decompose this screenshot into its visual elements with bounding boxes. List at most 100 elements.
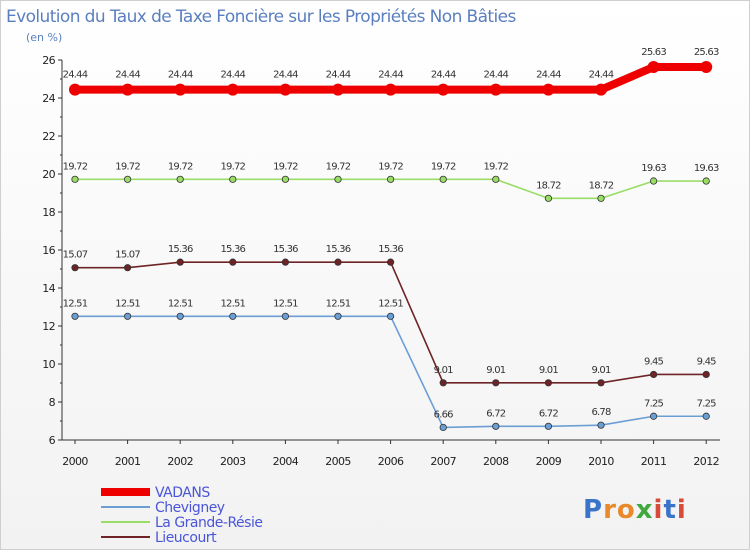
data-label-chevigney-2003: 12.51: [220, 298, 245, 309]
data-point-la-grande-resie-2005: [334, 175, 342, 183]
data-label-la-grande-resie-2012: 19.63: [694, 163, 719, 174]
data-label-lieucourt-2006: 15.36: [378, 244, 403, 255]
data-label-vadans-2006: 24.44: [378, 70, 403, 81]
data-label-lieucourt-2005: 15.36: [326, 244, 351, 255]
data-point-lieucourt-2009: [544, 379, 553, 387]
data-label-lieucourt-2008: 9.01: [486, 365, 506, 376]
data-point-vadans-2001: [121, 83, 134, 96]
x-tick-label-2011: 2011: [641, 455, 667, 468]
y-tick-label-10: 10: [42, 358, 55, 371]
data-point-vadans-2003: [226, 83, 239, 96]
data-label-lieucourt-2010: 9.01: [591, 365, 611, 376]
data-label-la-grande-resie-2010: 18.72: [589, 180, 614, 191]
data-point-chevigney-2006: [386, 312, 395, 320]
data-point-la-grande-resie-2010: [597, 194, 605, 202]
data-point-la-grande-resie-2003: [229, 175, 237, 183]
y-axis-unit-label: (en %): [26, 31, 62, 44]
data-point-lieucourt-2003: [229, 258, 237, 266]
series-chevigney: 12.51 12.51 12.51 12.51 12.51 12.51 12.51 6.66 6…: [63, 298, 717, 432]
data-point-la-grande-resie-2007: [439, 175, 447, 183]
data-point-lieucourt-2007: [439, 379, 447, 387]
data-label-vadans-2010: 24.44: [589, 70, 614, 81]
data-label-vadans-2012: 25.63: [694, 47, 719, 58]
data-point-chevigney-2000: [71, 312, 79, 320]
data-label-lieucourt-2011: 9.45: [644, 356, 664, 367]
data-label-la-grande-resie-2002: 19.72: [168, 161, 193, 172]
data-point-lieucourt-2008: [492, 379, 500, 387]
data-label-chevigney-2000: 12.51: [63, 298, 88, 309]
data-label-la-grande-resie-2004: 19.72: [273, 161, 298, 172]
data-point-chevigney-2001: [124, 312, 132, 320]
data-point-vadans-2009: [542, 83, 555, 96]
proxiti-logo-text: Proxiti: [583, 495, 687, 525]
proxiti-logo-letter: x: [636, 495, 654, 525]
legend-label-lieucourt: Lieucourt: [155, 530, 217, 546]
series-line-lieucourt: [74, 261, 708, 384]
data-label-la-grande-resie-2008: 19.72: [483, 161, 508, 172]
data-point-lieucourt-2001: [124, 264, 132, 272]
x-axis-ticks: 2000 2001 2002 2003 2004 2005 2006 2007 2008 2009…: [62, 440, 720, 468]
data-label-la-grande-resie-2005: 19.72: [326, 161, 351, 172]
data-point-chevigney-2007: [439, 423, 447, 432]
data-label-vadans-2003: 24.44: [220, 70, 245, 81]
y-tick-label-26: 26: [42, 54, 55, 67]
x-tick-label-2000: 2000: [62, 455, 88, 468]
data-point-la-grande-resie-2009: [544, 194, 553, 202]
data-point-lieucourt-2002: [176, 258, 184, 266]
proxiti-logo-letter: P: [583, 495, 603, 525]
data-label-chevigney-2005: 12.51: [326, 298, 351, 309]
data-point-la-grande-resie-2001: [124, 175, 132, 183]
data-point-vadans-2004: [279, 83, 292, 96]
data-label-chevigney-2011: 7.25: [644, 398, 664, 409]
data-label-lieucourt-2004: 15.36: [273, 244, 298, 255]
data-point-lieucourt-2012: [702, 370, 710, 379]
data-point-chevigney-2005: [334, 312, 342, 320]
data-label-chevigney-2001: 12.51: [115, 298, 140, 309]
data-label-la-grande-resie-2003: 19.72: [220, 161, 245, 172]
data-point-chevigney-2002: [176, 312, 184, 320]
data-point-vadans-2002: [174, 83, 187, 96]
data-point-la-grande-resie-2008: [492, 175, 500, 183]
data-point-lieucourt-2006: [386, 258, 395, 266]
data-label-la-grande-resie-2009: 18.72: [536, 180, 561, 191]
x-tick-label-2005: 2005: [325, 455, 351, 468]
series-layer: 19.72 19.72 19.72 19.72 19.72 19.72 19.72 19.72…: [63, 47, 720, 432]
x-tick-label-2010: 2010: [588, 455, 614, 468]
data-point-vadans-2000: [69, 83, 81, 96]
x-tick-label-2012: 2012: [693, 455, 719, 468]
data-label-la-grande-resie-2001: 19.72: [115, 161, 140, 172]
data-label-lieucourt-2001: 15.07: [115, 250, 140, 261]
data-label-chevigney-2009: 6.72: [539, 408, 559, 419]
data-point-chevigney-2008: [492, 422, 500, 430]
data-label-vadans-2001: 24.44: [115, 70, 140, 81]
proxiti-logo-letter: i: [654, 495, 664, 525]
x-tick-label-2008: 2008: [483, 455, 509, 468]
data-point-la-grande-resie-2004: [281, 175, 289, 183]
chart-title: Evolution du Taux de Taxe Foncière sur l…: [6, 7, 516, 27]
data-point-vadans-2008: [489, 83, 502, 96]
data-label-la-grande-resie-2000: 19.72: [63, 161, 88, 172]
data-point-chevigney-2003: [229, 312, 237, 320]
x-tick-label-2004: 2004: [273, 455, 299, 468]
proxiti-logo-letter: t: [663, 495, 676, 525]
data-point-chevigney-2011: [649, 412, 658, 420]
proxiti-logo-letter: i: [677, 495, 687, 525]
data-label-chevigney-2007: 6.66: [434, 409, 454, 420]
data-label-chevigney-2012: 7.25: [697, 398, 717, 409]
data-label-chevigney-2006: 12.51: [378, 298, 403, 309]
y-tick-label-14: 14: [42, 282, 55, 295]
data-label-lieucourt-2012: 9.45: [697, 356, 717, 367]
y-tick-label-22: 22: [42, 130, 55, 143]
x-tick-label-2003: 2003: [220, 455, 246, 468]
proxiti-logo: Proxiti: [583, 495, 687, 525]
x-tick-label-2009: 2009: [536, 455, 562, 468]
series-line-chevigney: [74, 315, 708, 429]
y-tick-label-24: 24: [42, 92, 55, 105]
data-label-la-grande-resie-2006: 19.72: [378, 161, 403, 172]
proxiti-logo-letter: r: [603, 495, 617, 525]
data-point-chevigney-2012: [702, 412, 710, 420]
data-label-chevigney-2008: 6.72: [486, 408, 506, 419]
data-point-lieucourt-2004: [281, 258, 289, 266]
